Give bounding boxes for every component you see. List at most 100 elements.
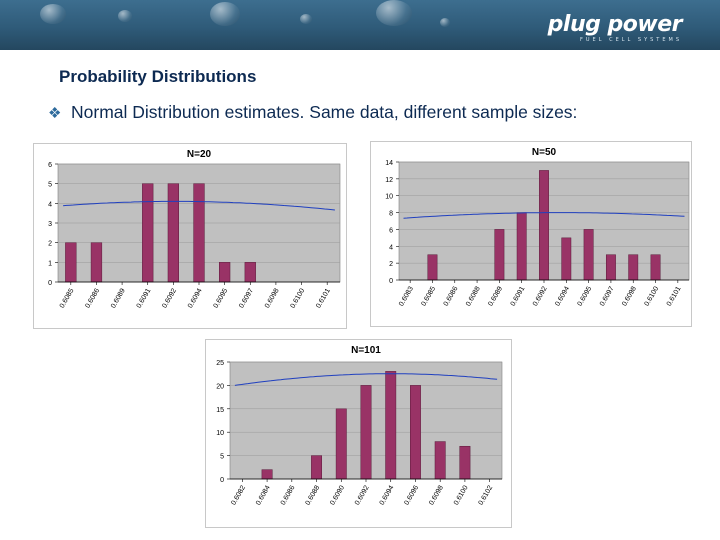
x-tick-label: 0.6094 [379,484,396,506]
y-tick-label: 10 [216,430,224,437]
slide-title: Probability Distributions [59,67,257,86]
bar [142,183,154,283]
x-tick-label: 0.6102 [478,484,495,506]
bar [650,254,661,281]
y-tick-label: 12 [385,177,393,184]
water-drop-decoration [376,0,412,26]
bullet-item: ❖ Normal Distribution estimates. Same dat… [48,102,577,123]
bar [410,385,421,480]
bar [605,254,616,281]
bar [561,237,572,281]
bar [261,469,273,480]
normal-curve [403,212,685,219]
x-tick-label: 0.6083 [398,285,415,307]
bar [385,371,397,480]
water-drop-decoration [210,2,240,26]
water-drop-decoration [440,18,450,27]
x-tick-label: 0.6091 [510,285,527,307]
bar [628,254,639,281]
bar [219,262,231,283]
y-tick-label: 20 [216,383,224,390]
chart-title: N=20 [187,149,212,160]
y-tick-label: 6 [389,227,393,234]
x-tick-label: 0.6101 [315,287,332,309]
normal-curve [63,200,335,211]
chart-title: N=50 [532,147,557,158]
bar [494,229,505,281]
x-tick-label: 0.6088 [465,285,482,307]
y-tick-label: 2 [48,241,52,248]
bar [244,262,256,283]
bar [539,170,549,281]
bar [335,408,347,480]
header-banner: plug power FUEL CELL SYSTEMS [0,0,720,50]
x-tick-label: 0.6085 [59,287,76,309]
bar [459,445,471,480]
bullet-text: Normal Distribution estimates. Same data… [71,102,578,122]
x-tick-label: 0.6089 [110,287,127,309]
y-tick-label: 1 [48,260,52,267]
y-tick-label: 3 [48,221,52,228]
x-tick-label: 0.6094 [187,287,204,309]
normal-curve [234,373,498,386]
chart-n50-svg: N=50 0 2 4 6 8 10 12 14 0.6083 0.6085 0.6086 0.6088 0… [385,147,690,308]
x-tick-label: 0.6095 [213,287,230,309]
y-tick-label: 5 [48,182,52,189]
y-tick-label: 0 [48,280,52,287]
x-tick-label: 0.6092 [161,287,178,309]
water-drop-decoration [118,10,132,22]
x-tick-label: 0.6100 [643,285,660,307]
x-tick-label: 0.6082 [230,484,247,506]
bar [434,441,446,480]
y-tick-label: 0 [389,278,393,285]
water-drop-decoration [40,4,66,24]
x-tick-label: 0.6100 [453,484,470,506]
x-tick-label: 0.6086 [84,287,101,309]
x-tick-label: 0.6084 [255,484,272,506]
x-tick-label: 0.6101 [666,285,683,307]
y-tick-label: 25 [216,360,224,367]
chart-n101: N=101 0 5 10 15 20 25 0.6082 0.6084 0.6086 0.6088 0… [205,339,512,528]
logo-text: plug power [547,12,683,37]
y-tick-label: 10 [385,194,393,201]
x-tick-label: 0.6095 [577,285,594,307]
y-tick-label: 2 [389,261,393,268]
logo-tagline: FUEL CELL SYSTEMS [580,37,682,43]
chart-n20: N=20 0 1 2 3 4 5 6 0.6085 0.6086 0.6089 0.6091 0.609… [33,143,347,329]
x-tick-label: 0.6091 [136,287,153,309]
company-logo: plug power FUEL CELL SYSTEMS [547,12,683,44]
x-tick-label: 0.6090 [329,484,346,506]
bar [427,254,438,281]
y-tick-label: 4 [48,201,52,208]
x-tick-label: 0.6089 [487,285,504,307]
x-tick-label: 0.6098 [264,287,281,309]
x-tick-label: 0.6098 [621,285,638,307]
chart-n50: N=50 0 2 4 6 8 10 12 14 0.6083 0.6085 0.6086 0.6088 0… [370,141,692,327]
x-tick-label: 0.6094 [554,285,571,307]
bar [167,183,179,283]
x-tick-label: 0.6086 [280,484,297,506]
bar [311,455,322,480]
diamond-bullet-icon: ❖ [48,105,62,122]
bar [193,183,205,283]
x-tick-label: 0.6097 [599,285,616,307]
x-tick-label: 0.6092 [532,285,549,307]
x-tick-label: 0.6096 [403,484,420,506]
x-tick-label: 0.6098 [428,484,445,506]
y-tick-label: 14 [385,160,393,167]
chart-n20-svg: N=20 0 1 2 3 4 5 6 0.6085 0.6086 0.6089 0.6091 0.609… [48,149,341,310]
x-tick-label: 0.6097 [238,287,255,309]
water-drop-decoration [300,14,312,24]
x-tick-label: 0.6085 [420,285,437,307]
y-tick-label: 8 [389,211,393,218]
y-tick-label: 6 [48,162,52,169]
bar [583,229,594,281]
y-tick-label: 4 [389,244,393,251]
y-tick-label: 5 [220,454,224,461]
chart-title: N=101 [351,345,381,356]
x-tick-label: 0.6092 [354,484,371,506]
x-tick-label: 0.6100 [290,287,307,309]
y-tick-label: 0 [220,477,224,484]
x-tick-label: 0.6088 [305,484,322,506]
chart-n101-svg: N=101 0 5 10 15 20 25 0.6082 0.6084 0.6086 0.6088 0… [216,345,503,507]
